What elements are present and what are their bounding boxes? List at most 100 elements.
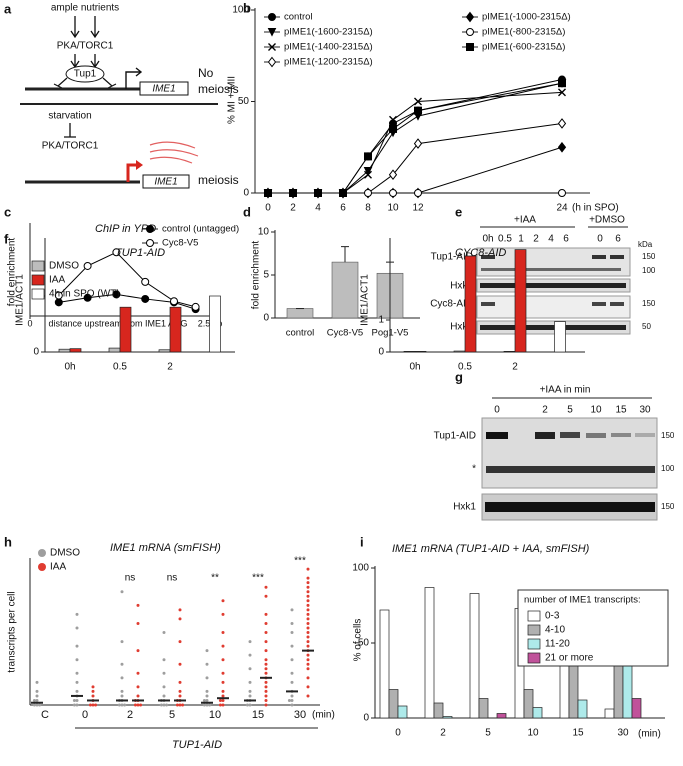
label: No — [198, 66, 214, 80]
point — [264, 698, 268, 702]
marker — [289, 189, 297, 197]
group-label: TUP1-AID — [172, 739, 222, 751]
western-blot: +IAA +DMSO 0h 0.5 1 2 4 6 0 6 kDa Tup1-A… — [430, 215, 656, 335]
arrow — [125, 67, 143, 89]
band — [480, 283, 626, 288]
bar — [414, 351, 427, 353]
point — [205, 694, 209, 698]
bar — [554, 321, 566, 353]
point — [120, 640, 124, 644]
blot — [476, 295, 631, 319]
point — [202, 698, 206, 702]
point — [221, 612, 225, 616]
bar — [209, 295, 221, 353]
bands — [481, 255, 624, 271]
point — [290, 608, 294, 612]
point — [162, 694, 166, 698]
y-axis-label: transcripts per cell — [7, 591, 18, 672]
lane-label: 0 — [494, 405, 500, 416]
bar — [119, 306, 132, 353]
lane-label: 0.5 — [498, 234, 512, 245]
point — [205, 689, 209, 693]
point — [178, 694, 182, 698]
point — [306, 599, 310, 603]
panel-label: a — [4, 1, 12, 16]
x-tick-label: control — [286, 328, 315, 339]
point — [248, 667, 252, 671]
lane-label: 6 — [615, 234, 621, 245]
y-axis-label: fold enrichment — [251, 241, 262, 310]
bar — [169, 306, 182, 353]
marker — [314, 189, 322, 197]
point — [175, 703, 179, 707]
bands — [481, 302, 624, 306]
point — [218, 703, 222, 707]
point — [136, 603, 140, 607]
gene-box — [142, 174, 190, 189]
y-axis-label: fold enrichment — [7, 238, 18, 307]
point — [35, 694, 39, 698]
chart-title: IME1 mRNA (smFISH) — [110, 542, 221, 554]
treatment: +IAA — [514, 215, 536, 226]
bar — [397, 705, 408, 719]
row-label: Tup1-AID — [434, 431, 476, 442]
point — [75, 626, 79, 630]
point — [94, 703, 98, 707]
gene-box — [139, 81, 189, 96]
marker — [466, 28, 474, 36]
chart-title: IME1 mRNA (TUP1-AID + IAA, smFISH) — [392, 543, 590, 555]
legend-label: 4h in SPO (WT) — [49, 289, 120, 300]
y-tick-label: 10 — [258, 227, 270, 238]
point — [120, 694, 124, 698]
marker — [191, 302, 200, 311]
point — [290, 631, 294, 634]
point — [117, 703, 121, 707]
marker — [557, 118, 567, 129]
lane-label: 2 — [533, 234, 539, 245]
bar — [577, 699, 588, 719]
point — [205, 662, 209, 666]
lane-label: 0h — [482, 234, 493, 245]
bar — [331, 261, 359, 319]
point — [248, 640, 252, 644]
marker — [414, 106, 422, 115]
point — [162, 631, 166, 634]
y-tick-label: 0 — [33, 347, 39, 358]
y-axis-label: IME1/ACT1 — [15, 274, 26, 326]
x-tick-label: 10 — [209, 709, 221, 721]
legend-label: DMSO — [50, 548, 80, 559]
marker — [389, 115, 397, 124]
point — [75, 698, 79, 702]
marker — [364, 170, 372, 179]
x-tick-label: 15 — [252, 709, 264, 721]
lane-label: 2 — [542, 405, 548, 416]
lane-label: 10 — [590, 405, 602, 416]
legend-label: control — [284, 12, 313, 23]
arrow — [70, 16, 100, 39]
point — [35, 680, 39, 684]
point — [75, 703, 79, 707]
marker-label: 150 — [661, 431, 675, 440]
point — [205, 676, 209, 680]
legend-label: pIME1(-1200-2315Δ) — [284, 57, 373, 68]
point — [133, 703, 137, 707]
point — [136, 694, 140, 698]
chart-title: TUP1-AID — [115, 247, 165, 259]
point — [120, 676, 124, 680]
panel-label: f — [4, 231, 9, 246]
y-tick-label: 50 — [238, 96, 250, 107]
legend-label: control (untagged) — [162, 224, 239, 235]
marker — [54, 298, 63, 307]
point — [306, 694, 310, 698]
point — [264, 667, 268, 671]
lane-label: 30 — [639, 405, 651, 416]
point — [178, 662, 182, 666]
diagram: ample nutrients PKA/TORC1 Tup1 IME1 No m… — [20, 3, 239, 189]
x-tick-label: 2 — [167, 362, 173, 373]
bar — [424, 587, 435, 719]
bar — [442, 716, 453, 719]
point — [72, 698, 76, 702]
point — [178, 680, 182, 684]
x-tick-label: 2 — [127, 709, 133, 721]
legend-swatch — [527, 638, 541, 650]
